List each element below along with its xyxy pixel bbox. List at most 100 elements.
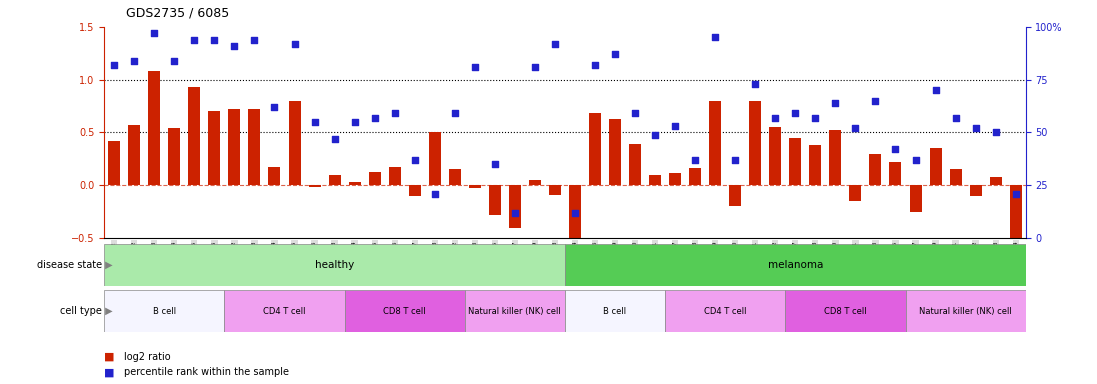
Bar <box>468 185 480 189</box>
Text: log2 ratio: log2 ratio <box>124 352 171 362</box>
Text: Natural killer (NK) cell: Natural killer (NK) cell <box>468 306 562 316</box>
Bar <box>449 169 461 185</box>
Bar <box>669 173 681 185</box>
Point <box>966 125 984 131</box>
Text: healthy: healthy <box>315 260 354 270</box>
Point <box>326 136 343 142</box>
Bar <box>870 154 882 185</box>
Point <box>265 104 283 110</box>
Bar <box>369 172 381 185</box>
Text: CD4 T cell: CD4 T cell <box>263 306 306 316</box>
Bar <box>649 175 661 185</box>
Text: ■: ■ <box>104 367 115 377</box>
Bar <box>344 290 465 332</box>
Bar <box>548 185 561 195</box>
Bar <box>709 101 721 185</box>
Bar <box>168 128 180 185</box>
Point <box>626 111 644 117</box>
Text: cell type: cell type <box>60 306 102 316</box>
Point <box>527 64 544 70</box>
Text: ▶: ▶ <box>102 260 113 270</box>
Text: GDS2735 / 6085: GDS2735 / 6085 <box>126 6 229 19</box>
Text: CD4 T cell: CD4 T cell <box>704 306 746 316</box>
Point <box>346 119 363 125</box>
Point <box>987 129 1005 136</box>
Bar <box>629 144 641 185</box>
Bar <box>189 87 201 185</box>
Bar <box>225 290 344 332</box>
Point <box>146 30 163 36</box>
Text: B cell: B cell <box>603 306 626 316</box>
Bar <box>509 185 521 227</box>
Bar <box>829 130 841 185</box>
Bar <box>665 290 785 332</box>
Text: disease state: disease state <box>37 260 102 270</box>
Bar <box>950 169 962 185</box>
Bar <box>308 185 320 187</box>
Bar <box>905 290 1026 332</box>
Point <box>767 114 784 121</box>
Bar <box>689 168 701 185</box>
Bar <box>609 119 621 185</box>
Text: melanoma: melanoma <box>768 260 823 270</box>
Point <box>706 35 724 41</box>
Point <box>506 210 523 216</box>
Text: Natural killer (NK) cell: Natural killer (NK) cell <box>919 306 1011 316</box>
Bar <box>970 185 982 196</box>
Point <box>1007 190 1025 197</box>
Text: percentile rank within the sample: percentile rank within the sample <box>124 367 289 377</box>
Point <box>726 157 744 163</box>
Point <box>125 58 143 64</box>
Point <box>927 87 945 93</box>
Point <box>687 157 704 163</box>
Bar <box>1009 185 1021 257</box>
Bar <box>769 127 781 185</box>
Bar <box>409 185 421 196</box>
Point <box>566 210 584 216</box>
Text: CD8 T cell: CD8 T cell <box>383 306 426 316</box>
Bar <box>529 180 541 185</box>
Bar <box>810 145 822 185</box>
Point <box>226 43 244 49</box>
Point <box>886 146 904 152</box>
Point <box>246 36 263 43</box>
Point <box>907 157 925 163</box>
Point <box>185 36 203 43</box>
Bar <box>208 111 220 185</box>
Point <box>306 119 324 125</box>
Bar <box>909 185 921 212</box>
Bar <box>569 185 581 251</box>
Bar <box>228 109 240 185</box>
Bar <box>248 109 260 185</box>
Bar <box>109 141 121 185</box>
Bar <box>329 175 340 185</box>
Bar <box>790 138 801 185</box>
Point <box>646 131 664 138</box>
Bar <box>849 185 861 201</box>
Point <box>546 41 564 47</box>
Bar <box>565 244 1026 286</box>
Point <box>947 114 964 121</box>
Point <box>406 157 423 163</box>
Point <box>446 111 464 117</box>
Bar <box>890 162 902 185</box>
Point <box>366 114 384 121</box>
Text: ■: ■ <box>104 352 115 362</box>
Point <box>285 41 303 47</box>
Text: B cell: B cell <box>152 306 176 316</box>
Point <box>847 125 864 131</box>
Bar <box>989 177 1002 185</box>
Bar <box>289 101 301 185</box>
Bar <box>104 244 565 286</box>
Text: ▶: ▶ <box>102 306 113 316</box>
Bar <box>388 167 400 185</box>
Point <box>166 58 183 64</box>
Text: CD8 T cell: CD8 T cell <box>824 306 867 316</box>
Bar <box>565 290 665 332</box>
Bar <box>104 290 225 332</box>
Bar <box>269 167 281 185</box>
Point <box>105 62 123 68</box>
Bar <box>349 182 361 185</box>
Bar <box>489 185 501 215</box>
Bar <box>929 148 941 185</box>
